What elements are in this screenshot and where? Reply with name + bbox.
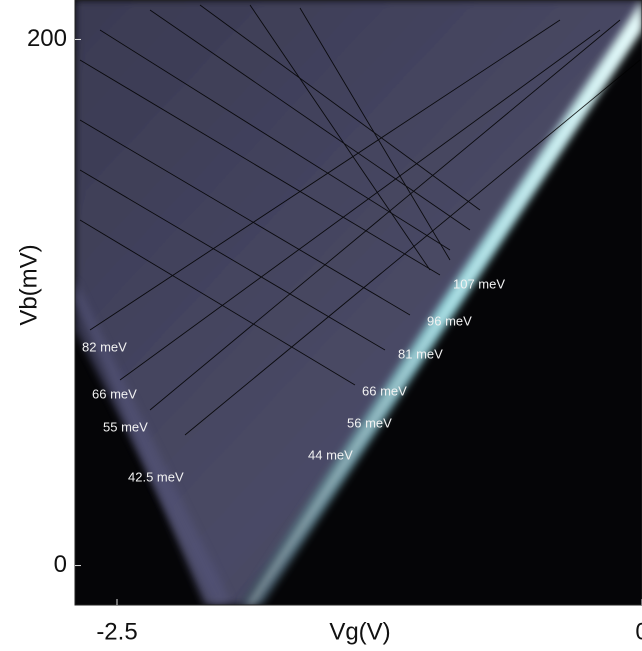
x-tick-label: -2.5 xyxy=(96,618,137,645)
annotation: 96 meV xyxy=(427,313,472,328)
x-tick-label: 0 xyxy=(635,618,642,645)
annotation: 107 meV xyxy=(453,276,505,291)
annotation: 66 meV xyxy=(362,383,407,398)
y-tick-label: 0 xyxy=(54,551,67,578)
y-axis-label: Vb(mV) xyxy=(15,244,42,325)
annotation: 81 meV xyxy=(398,346,443,361)
chart: Vg(V) Vb(mV) 0 200 -2.5 0 107 meV 96 meV 81 me… xyxy=(0,0,642,651)
annotation: 55 meV xyxy=(103,419,148,434)
annotation: 42.5 meV xyxy=(128,469,184,484)
annotation: 82 meV xyxy=(82,339,127,354)
annotation: 44 meV xyxy=(308,447,353,462)
y-tick-label: 200 xyxy=(27,25,67,52)
x-axis-label: Vg(V) xyxy=(329,618,390,645)
annotation: 56 meV xyxy=(347,415,392,430)
annotation: 66 meV xyxy=(92,386,137,401)
heatmap-image xyxy=(75,0,642,605)
